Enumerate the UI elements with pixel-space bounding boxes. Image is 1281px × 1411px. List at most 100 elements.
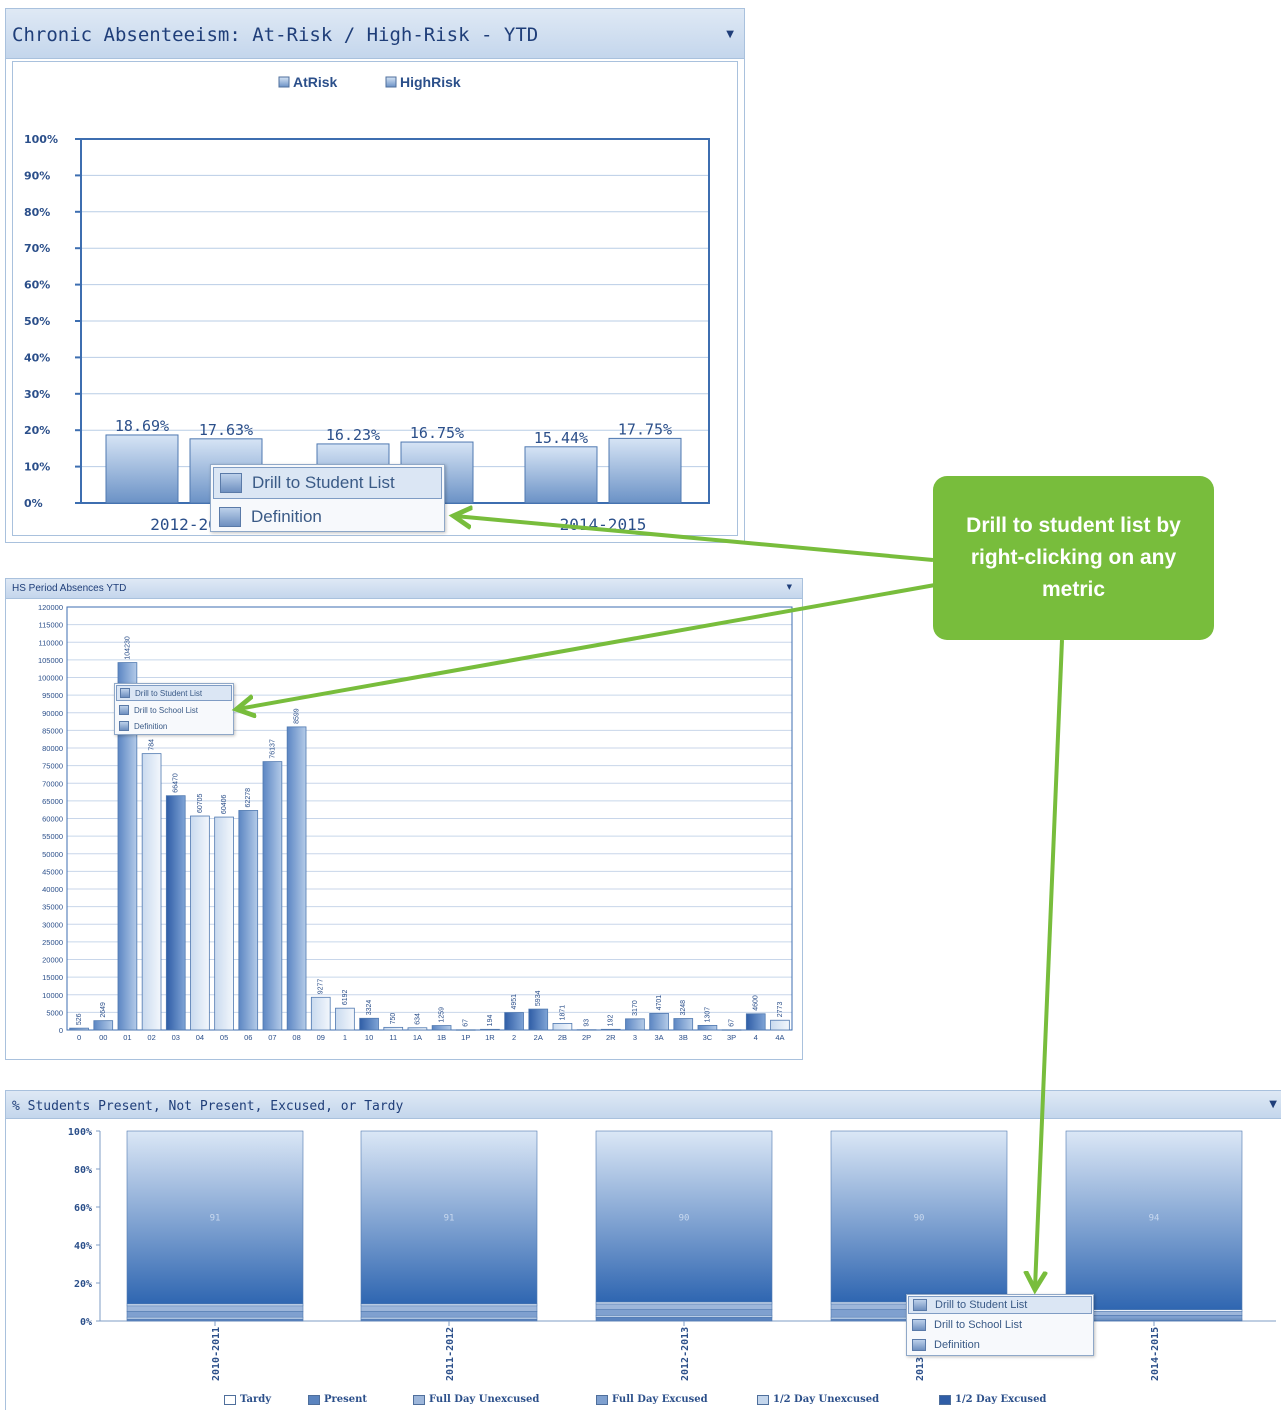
data-label: 4600	[753, 995, 760, 1011]
bar	[359, 1017, 379, 1031]
drill-to-school-list-menu-item[interactable]: Drill to School List	[907, 1315, 1093, 1335]
menu-item-label: Definition	[934, 1339, 980, 1351]
menu-item-label: Drill to Student List	[135, 688, 203, 698]
data-label: 94	[1149, 1214, 1160, 1224]
legend-item: 1/2 Day Excused	[939, 1394, 1046, 1405]
drill-to-student-list-menu-item[interactable]: Drill to Student List	[908, 1296, 1092, 1314]
bar	[262, 761, 283, 1031]
definition-menu-item[interactable]: Definition	[115, 718, 233, 734]
y-tick-label: 100%	[68, 1127, 92, 1138]
y-tick-label: 95000	[42, 691, 63, 700]
menu-item-label: Drill to School List	[934, 1319, 1023, 1331]
data-label: 16.75%	[410, 424, 464, 442]
menu-item-label: Drill to School List	[134, 705, 199, 715]
legend-label: Tardy	[240, 1394, 272, 1405]
bar-segment	[360, 1311, 538, 1318]
y-tick-label: 115000	[39, 621, 63, 630]
y-tick-label: 60%	[24, 279, 50, 292]
data-label: 62278	[245, 788, 252, 808]
x-tick-label: 08	[292, 1033, 300, 1042]
y-tick-label: 60%	[74, 1203, 92, 1214]
y-tick-label: 0%	[24, 497, 43, 510]
x-tick-label: 2014-2015	[1150, 1327, 1161, 1381]
legend-swatch	[224, 1394, 236, 1405]
bar	[286, 726, 307, 1031]
drill-to-student-list-menu-item[interactable]: Drill to Student List	[213, 467, 442, 499]
legend-swatch	[939, 1394, 951, 1405]
legend-swatch	[278, 76, 290, 88]
data-label: 4701	[656, 995, 663, 1011]
x-tick-label: 1B	[437, 1033, 446, 1042]
drill-to-school-list-menu-item[interactable]: Drill to School List	[115, 702, 233, 718]
bar	[455, 1029, 476, 1031]
legend-label: Full Day Excused	[612, 1394, 708, 1405]
x-tick-label: 1A	[413, 1033, 422, 1042]
definition-menu-item[interactable]: Definition	[907, 1335, 1093, 1355]
data-label: 634	[414, 1013, 421, 1025]
y-tick-label: 100000	[38, 674, 63, 683]
drill-to-student-list-menu-item[interactable]: Drill to Student List	[116, 685, 232, 701]
bar-segment	[595, 1309, 773, 1316]
data-label: 784	[149, 739, 156, 751]
panel-menu-caret-icon[interactable]: ▼	[726, 29, 734, 40]
x-tick-label: 2012-2013	[680, 1327, 691, 1381]
data-label: 17.63%	[199, 421, 253, 439]
definition-icon	[119, 721, 129, 731]
legend-item: Tardy	[224, 1394, 271, 1405]
y-tick-label: 5000	[46, 1008, 63, 1017]
bar	[552, 1023, 573, 1031]
data-label: 3170	[632, 1000, 639, 1016]
x-tick-label: 2	[512, 1033, 516, 1042]
chart-legend: Tardy Present Full Day Unexcused Full Day E…	[6, 1391, 1281, 1411]
x-tick-label: 3B	[679, 1033, 688, 1042]
bar	[214, 816, 234, 1031]
x-tick-label: 0	[77, 1033, 81, 1042]
panel-title: % Students Present, Not Present, Excused…	[12, 1099, 404, 1114]
panel-header: % Students Present, Not Present, Excused…	[6, 1091, 1281, 1119]
y-tick-label: 65000	[42, 797, 63, 806]
y-tick-label: 20%	[24, 424, 50, 437]
y-tick-label: 30%	[24, 388, 50, 401]
panel-title: HS Period Absences YTD	[12, 583, 127, 594]
data-label: 9277	[318, 979, 325, 995]
data-label: 93	[584, 1019, 591, 1027]
legend-swatch	[757, 1394, 769, 1405]
y-tick-label: 40%	[74, 1241, 92, 1252]
bar	[649, 1013, 669, 1031]
data-label: 16.23%	[326, 426, 380, 444]
y-tick-label: 90000	[42, 709, 63, 718]
legend-swatch	[385, 76, 397, 88]
y-tick-label: 10000	[42, 991, 63, 1000]
x-tick-label: 4	[754, 1033, 758, 1042]
x-tick-label: 05	[220, 1033, 228, 1042]
bar	[431, 1025, 452, 1031]
legend-swatch	[596, 1394, 608, 1405]
bar	[625, 1018, 645, 1031]
chart-area	[12, 61, 738, 536]
data-label: 3324	[366, 1000, 373, 1016]
panel-menu-caret-icon[interactable]: ▼	[1269, 1099, 1277, 1110]
x-tick-label: 09	[317, 1033, 325, 1042]
y-tick-label: 35000	[42, 903, 63, 912]
x-tick-label: 2012-20	[150, 515, 217, 534]
data-label: 750	[390, 1013, 397, 1025]
legend-label: AtRisk	[293, 74, 338, 90]
bar-segment	[360, 1305, 538, 1312]
legend-label: 1/2 Day Unexcused	[773, 1394, 880, 1405]
legend-item: Full Day Unexcused	[413, 1394, 539, 1405]
bar	[770, 1019, 790, 1031]
y-tick-label: 80%	[24, 206, 50, 219]
context-menu: Drill to Student List Drill to School Li…	[114, 683, 234, 735]
definition-menu-item[interactable]: Definition	[211, 501, 444, 533]
x-tick-label: 10	[365, 1033, 373, 1042]
legend-item: Present	[308, 1394, 367, 1405]
bar	[165, 795, 186, 1031]
x-tick-label: 2011-2012	[445, 1327, 456, 1381]
legend-item: Full Day Excused	[596, 1394, 708, 1405]
bar	[745, 1013, 766, 1031]
x-tick-label: 00	[99, 1033, 107, 1042]
legend-label: HighRisk	[400, 74, 461, 90]
data-label: 6192	[342, 989, 349, 1005]
x-tick-label: 2R	[606, 1033, 616, 1042]
x-tick-label: 2014-2015	[560, 515, 647, 534]
